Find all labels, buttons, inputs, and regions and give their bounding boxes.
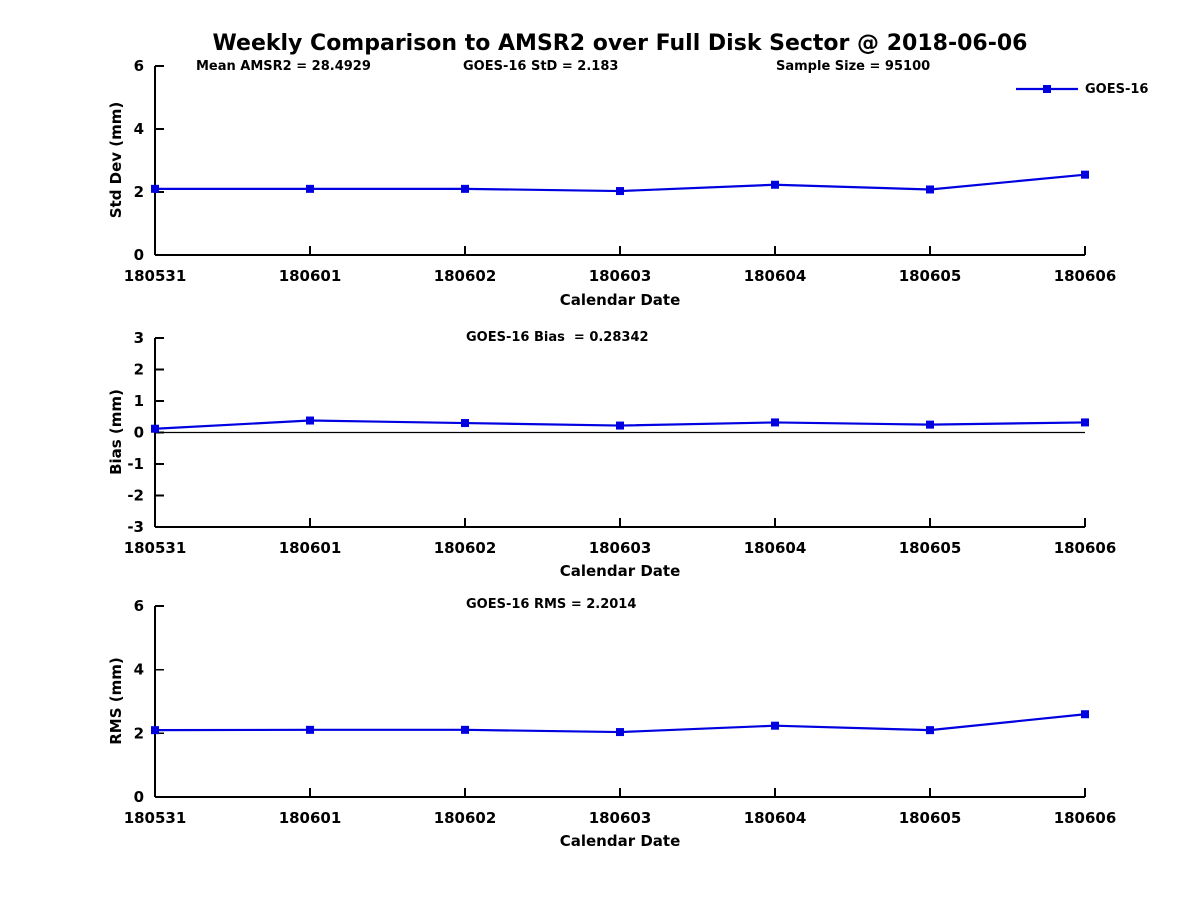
annotation-goes16-bias: GOES-16 Bias = 0.28342: [466, 330, 649, 345]
y-tick-label: 0: [134, 788, 144, 806]
annotation-mean-amsr2: Mean AMSR2 = 28.4929: [196, 59, 371, 74]
figure-title: Weekly Comparison to AMSR2 over Full Dis…: [212, 31, 1028, 56]
x-tick-label: 180602: [434, 267, 497, 285]
data-marker: [1081, 170, 1089, 179]
y-tick-label: 0: [134, 424, 144, 442]
x-tick-label: 180604: [744, 267, 807, 285]
x-tick-label: 180606: [1054, 539, 1117, 557]
data-marker: [1081, 710, 1089, 719]
data-marker: [151, 726, 159, 735]
y-axis-label-bias: Bias (mm): [107, 389, 125, 475]
x-tick-label: 180604: [744, 809, 807, 827]
x-tick-label: 180605: [899, 809, 962, 827]
data-marker: [616, 728, 624, 737]
x-tick-label: 180601: [279, 267, 342, 285]
data-marker: [771, 418, 779, 427]
data-marker: [926, 726, 934, 735]
y-tick-label: 0: [134, 246, 144, 264]
data-marker: [151, 184, 159, 193]
x-axis-label-bias: Calendar Date: [559, 562, 681, 580]
x-tick-label: 180603: [589, 809, 652, 827]
data-marker: [461, 184, 469, 193]
legend-marker-sample: [1043, 85, 1051, 93]
y-tick-label: 1: [134, 392, 144, 410]
x-tick-label: 180604: [744, 539, 807, 557]
x-tick-label: 180603: [589, 267, 652, 285]
data-marker: [926, 420, 934, 429]
y-tick-label: 4: [134, 120, 144, 138]
annotation-goes16-std: GOES-16 StD = 2.183: [463, 59, 619, 74]
y-tick-label: 6: [134, 57, 144, 75]
x-axis-label-rms: Calendar Date: [559, 832, 681, 850]
y-tick-label: 2: [134, 724, 144, 742]
annotation-sample-size: Sample Size = 95100: [776, 59, 931, 74]
data-marker: [151, 424, 159, 433]
legend: [1016, 85, 1078, 93]
x-tick-label: 180602: [434, 539, 497, 557]
legend-label: GOES-16: [1085, 82, 1149, 97]
data-marker: [771, 180, 779, 189]
data-marker: [461, 419, 469, 428]
x-tick-label: 180601: [279, 539, 342, 557]
data-marker: [771, 721, 779, 730]
y-tick-label: 3: [134, 329, 144, 347]
annotation-goes16-rms: GOES-16 RMS = 2.2014: [466, 597, 637, 612]
y-tick-label: -2: [127, 487, 144, 505]
x-tick-label: 180531: [124, 539, 187, 557]
y-tick-label: 2: [134, 183, 144, 201]
x-tick-label: 180606: [1054, 809, 1117, 827]
std-dev-subplot: 0 2 4 6 180531 180601 180602 180603 180604 180605…: [124, 57, 1117, 285]
y-tick-label: 6: [134, 597, 144, 615]
x-tick-label: 180601: [279, 809, 342, 827]
rms-subplot: 0 2 4 6 180531 180601 180602 180603 180604 180605…: [124, 597, 1117, 827]
y-tick-label: -3: [127, 518, 144, 536]
x-tick-label: 180603: [589, 539, 652, 557]
data-marker: [306, 184, 314, 193]
x-tick-label: 180531: [124, 809, 187, 827]
y-tick-label: 4: [134, 661, 144, 679]
data-marker: [616, 187, 624, 196]
y-tick-label: -1: [127, 455, 144, 473]
x-tick-label: 180606: [1054, 267, 1117, 285]
x-tick-label: 180605: [899, 267, 962, 285]
y-tick-label: 2: [134, 361, 144, 379]
data-marker: [306, 416, 314, 425]
data-marker: [461, 725, 469, 734]
x-axis-label-stddev: Calendar Date: [559, 291, 681, 309]
data-marker: [306, 725, 314, 734]
y-axis-label-stddev: Std Dev (mm): [107, 101, 125, 219]
x-tick-label: 180605: [899, 539, 962, 557]
x-tick-label: 180602: [434, 809, 497, 827]
y-axis-label-rms: RMS (mm): [107, 657, 125, 745]
x-tick-label: 180531: [124, 267, 187, 285]
data-marker: [926, 185, 934, 194]
data-marker: [616, 421, 624, 430]
bias-subplot: 3 2 1 0 -1 -2 -3 180531 180601 180602 180603 180604…: [124, 329, 1117, 557]
data-marker: [1081, 418, 1089, 427]
